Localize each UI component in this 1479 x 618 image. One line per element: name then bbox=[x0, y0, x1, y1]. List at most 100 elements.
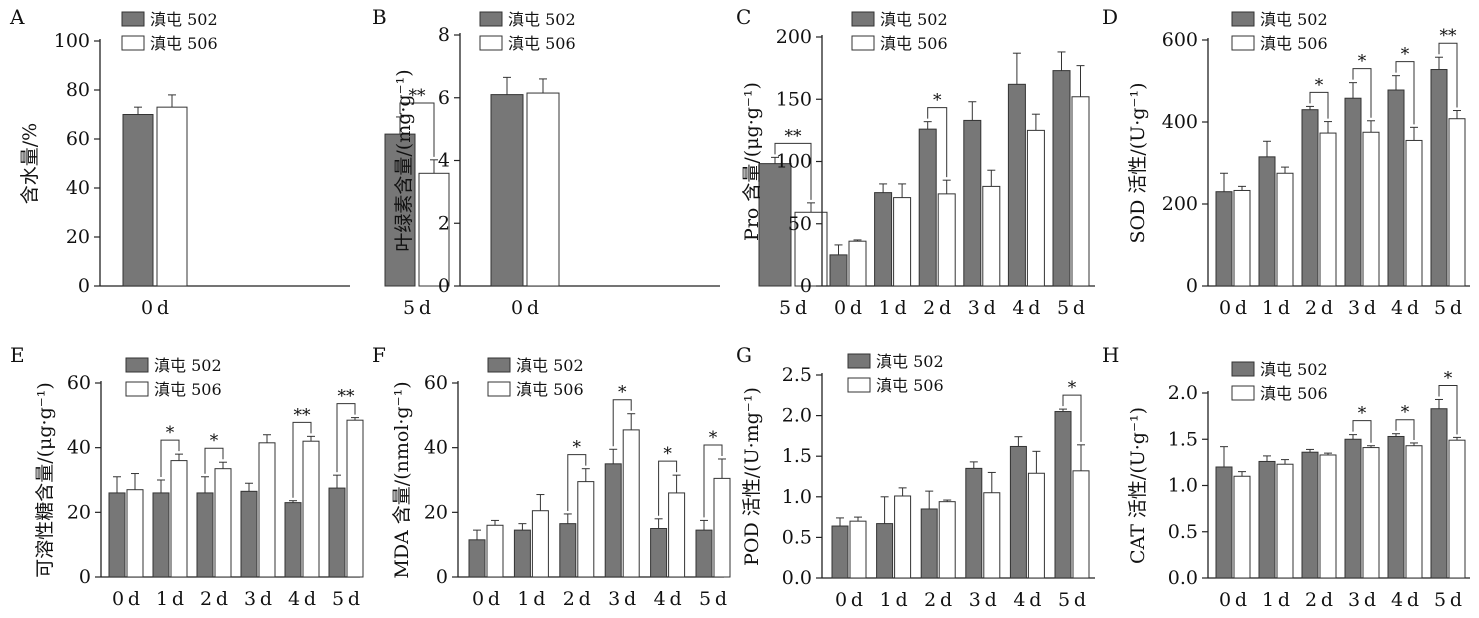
bar bbox=[1007, 83, 1026, 287]
x-tick-label: 2 d bbox=[1305, 297, 1333, 319]
bar bbox=[1301, 109, 1319, 287]
significance-label: * bbox=[933, 91, 942, 111]
x-tick-label: 3 d bbox=[969, 589, 997, 611]
y-tick-label: 2 bbox=[438, 212, 450, 234]
y-tick-label: 600 bbox=[1162, 29, 1198, 51]
y-tick-label: 40 bbox=[67, 437, 91, 459]
x-tick-label: 2 d bbox=[200, 588, 228, 610]
legend-entry: 滇屯 506 bbox=[516, 380, 584, 399]
bar bbox=[874, 192, 893, 287]
bar bbox=[604, 463, 622, 578]
bar bbox=[1276, 172, 1294, 287]
panel-label: H bbox=[1102, 343, 1119, 367]
bar bbox=[849, 520, 867, 579]
significance-bracket bbox=[1352, 68, 1372, 118]
y-tick-label: 0 bbox=[438, 275, 450, 297]
y-tick-label: 2.5 bbox=[782, 364, 812, 386]
bar bbox=[328, 487, 346, 578]
y-axis-label: SOD 活性/(U·g⁻¹) bbox=[1127, 83, 1149, 244]
y-tick-label: 20 bbox=[66, 226, 90, 248]
y-tick-label: 100 bbox=[54, 30, 90, 52]
legend-entry: 滇屯 502 bbox=[508, 10, 576, 29]
bar bbox=[152, 492, 170, 578]
significance-bracket bbox=[612, 399, 632, 447]
y-tick-label: 400 bbox=[1162, 111, 1198, 133]
legend-swatch bbox=[851, 11, 875, 27]
bar bbox=[126, 489, 144, 578]
legend-swatch bbox=[1231, 361, 1255, 377]
significance-label: * bbox=[1444, 368, 1453, 388]
y-tick-label: 0.0 bbox=[782, 567, 812, 589]
bar bbox=[1072, 470, 1090, 579]
x-tick-label: 0 d bbox=[141, 297, 169, 319]
significance-label: * bbox=[663, 444, 672, 464]
bar bbox=[559, 523, 577, 578]
x-tick-label: 5 d bbox=[1434, 589, 1462, 611]
legend-entry: 滇屯 502 bbox=[1260, 360, 1328, 379]
legend-swatch bbox=[121, 11, 145, 27]
significance-label: ** bbox=[1440, 26, 1458, 46]
bar bbox=[577, 481, 595, 578]
x-tick-label: 1 d bbox=[879, 297, 907, 319]
y-tick-label: 6 bbox=[438, 87, 450, 109]
y-axis-label: POD 活性/(U·mg⁻¹) bbox=[741, 387, 763, 566]
bar bbox=[1215, 466, 1233, 579]
bar bbox=[938, 501, 956, 579]
x-tick-label: 0 d bbox=[112, 588, 140, 610]
significance-bracket bbox=[336, 403, 356, 473]
legend-swatch bbox=[487, 357, 511, 373]
bar bbox=[1233, 475, 1251, 579]
x-tick-label: 2 d bbox=[1305, 589, 1333, 611]
x-tick-label: 0 d bbox=[1219, 589, 1247, 611]
bar bbox=[831, 525, 849, 579]
y-tick-label: 20 bbox=[67, 501, 91, 523]
x-tick-label: 5 d bbox=[1434, 297, 1462, 319]
y-axis-label: Pro 含量/(μg·g⁻¹) bbox=[741, 82, 763, 241]
x-tick-label: 3 d bbox=[608, 588, 636, 610]
bar bbox=[122, 114, 154, 287]
legend-swatch bbox=[125, 381, 149, 397]
bar bbox=[418, 172, 450, 287]
bar bbox=[1387, 89, 1405, 287]
bar bbox=[983, 492, 1001, 579]
bar bbox=[302, 440, 320, 578]
y-tick-label: 4 bbox=[438, 150, 450, 172]
y-tick-label: 1.0 bbox=[782, 486, 812, 508]
bar bbox=[531, 510, 549, 578]
bar bbox=[1233, 189, 1251, 287]
significance-label: * bbox=[618, 383, 627, 403]
legend-swatch bbox=[851, 35, 875, 51]
y-tick-label: 0 bbox=[78, 275, 90, 297]
x-tick-label: 4 d bbox=[1013, 589, 1041, 611]
x-tick-label: 0 d bbox=[1219, 297, 1247, 319]
legend-entry: 滇屯 502 bbox=[876, 352, 944, 371]
significance-label: * bbox=[1358, 404, 1367, 424]
x-tick-label: 0 d bbox=[835, 589, 863, 611]
y-tick-label: 8 bbox=[438, 24, 450, 46]
significance-label: * bbox=[573, 438, 582, 458]
significance-bracket bbox=[1438, 42, 1458, 108]
bar bbox=[108, 492, 126, 578]
x-tick-label: 1 d bbox=[517, 588, 545, 610]
x-tick-label: 2 d bbox=[923, 297, 951, 319]
bar bbox=[284, 502, 302, 578]
bar bbox=[214, 468, 232, 578]
y-tick-label: 20 bbox=[424, 501, 448, 523]
bar bbox=[1430, 408, 1448, 579]
y-axis-label: CAT 活性/(U·g⁻¹) bbox=[1127, 407, 1149, 564]
significance-bracket bbox=[703, 444, 723, 518]
x-tick-label: 4 d bbox=[1391, 297, 1419, 319]
x-tick-label: 5 d bbox=[779, 297, 807, 319]
x-tick-label: 5 d bbox=[1057, 297, 1085, 319]
bar bbox=[1405, 445, 1423, 579]
x-tick-label: 4 d bbox=[1012, 297, 1040, 319]
significance-bracket bbox=[1438, 384, 1458, 435]
significance-label: * bbox=[1315, 75, 1324, 95]
bar bbox=[1448, 118, 1466, 287]
bar bbox=[1258, 156, 1276, 287]
bar bbox=[1301, 451, 1319, 579]
y-tick-label: 80 bbox=[66, 79, 90, 101]
x-tick-label: 4 d bbox=[288, 588, 316, 610]
